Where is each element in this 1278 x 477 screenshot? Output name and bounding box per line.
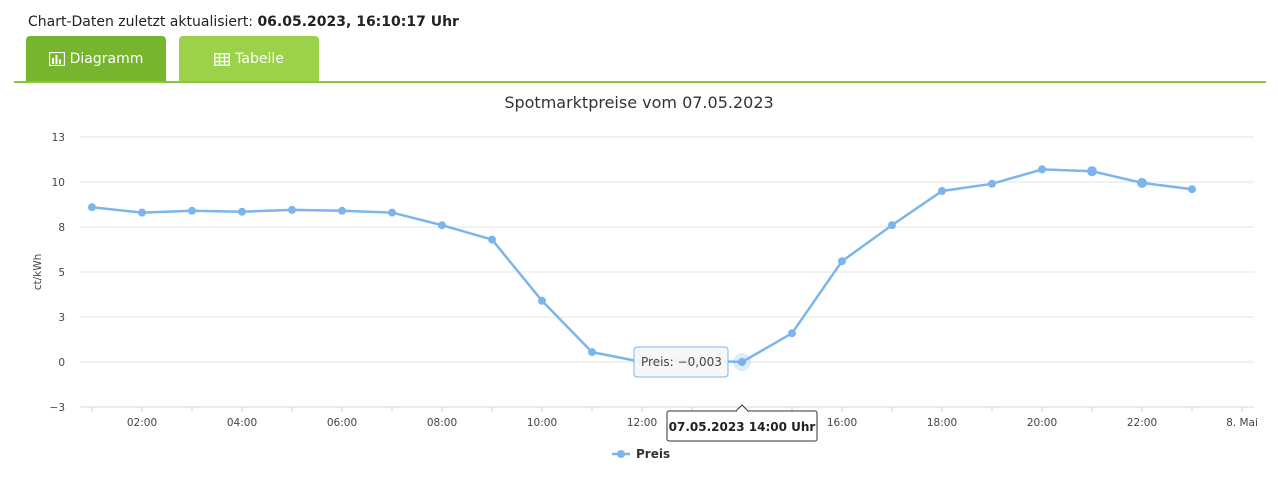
last-updated: Chart-Daten zuletzt aktualisiert: 06.05.… <box>28 14 459 30</box>
data-point[interactable] <box>938 187 946 195</box>
y-tick-label: −3 <box>50 402 65 414</box>
y-tick-label: 8 <box>58 222 65 234</box>
data-point[interactable] <box>288 205 296 214</box>
hover-point <box>738 358 746 367</box>
updated-value: 06.05.2023, 16:10:17 Uhr <box>257 14 459 30</box>
x-tick-label: 02:00 <box>127 417 157 429</box>
series-line <box>91 168 1193 364</box>
data-point[interactable] <box>488 235 496 244</box>
data-point[interactable] <box>1188 185 1196 194</box>
legend-marker <box>617 450 625 458</box>
y-tick-label: 0 <box>58 357 65 369</box>
price-chart: Spotmarktpreise vom 07.05.2023 ct/kWh 13… <box>32 93 1258 461</box>
data-point[interactable] <box>538 296 546 305</box>
data-point[interactable] <box>188 206 196 215</box>
chart-title: Spotmarktpreise vom 07.05.2023 <box>504 93 773 112</box>
x-axis: 02:00 04:00 06:00 08:00 10:00 12:00 16:00 18:00… <box>80 406 1258 429</box>
tab-underline <box>14 81 1266 83</box>
y-tick-label: 13 <box>52 132 65 144</box>
y-tick-label: 3 <box>58 312 65 324</box>
data-point[interactable] <box>338 206 346 215</box>
y-tick-label: 10 <box>52 177 65 189</box>
legend-label: Preis <box>636 447 670 461</box>
data-point[interactable] <box>838 257 846 266</box>
bar-chart-icon <box>48 52 65 66</box>
x-tick-label: 16:00 <box>827 417 857 429</box>
data-point[interactable] <box>1087 166 1097 177</box>
x-tick-label: 08:00 <box>427 417 457 429</box>
tab-tabelle[interactable]: Tabelle <box>179 36 319 82</box>
data-point[interactable] <box>788 329 796 338</box>
data-point[interactable] <box>138 208 146 217</box>
legend[interactable]: Preis <box>612 447 670 461</box>
tab-diagramm[interactable]: Diagramm <box>26 36 166 82</box>
data-point[interactable] <box>1137 177 1147 188</box>
series-preis <box>88 165 1196 367</box>
data-point[interactable] <box>438 221 446 230</box>
data-point[interactable] <box>388 208 396 217</box>
x-tick-label: 12:00 <box>627 417 657 429</box>
data-point[interactable] <box>988 179 996 188</box>
tooltip-text: Preis: −0,003 <box>641 355 722 369</box>
data-point[interactable] <box>88 203 96 212</box>
x-tick-label: 22:00 <box>1127 417 1157 429</box>
tab-diagramm-label: Diagramm <box>69 51 144 67</box>
tooltip-box <box>633 346 729 378</box>
tab-tabelle-label: Tabelle <box>235 51 284 67</box>
data-point[interactable] <box>238 207 246 216</box>
x-tick-label: 10:00 <box>527 417 557 429</box>
table-icon <box>214 52 231 66</box>
x-tick-label: 04:00 <box>227 417 257 429</box>
updated-label: Chart-Daten zuletzt aktualisiert: <box>28 14 253 30</box>
x-tick-label: 20:00 <box>1027 417 1057 429</box>
x-tick-label: 8. Mai <box>1226 417 1258 429</box>
data-point[interactable] <box>888 221 896 230</box>
date-label-text: 07.05.2023 14:00 Uhr <box>669 420 816 434</box>
x-tick-label: 06:00 <box>327 417 357 429</box>
data-point[interactable] <box>1038 165 1046 174</box>
y-axis-label: ct/kWh <box>32 254 44 291</box>
tooltip: Preis: −0,003 07.05.2023 14:00 Uhr <box>633 346 818 442</box>
y-tick-label: 5 <box>58 267 65 279</box>
y-axis-ticks: 13 10 8 5 3 0 −3 <box>50 132 65 414</box>
x-tick-label: 18:00 <box>927 417 957 429</box>
data-point[interactable] <box>588 348 596 357</box>
